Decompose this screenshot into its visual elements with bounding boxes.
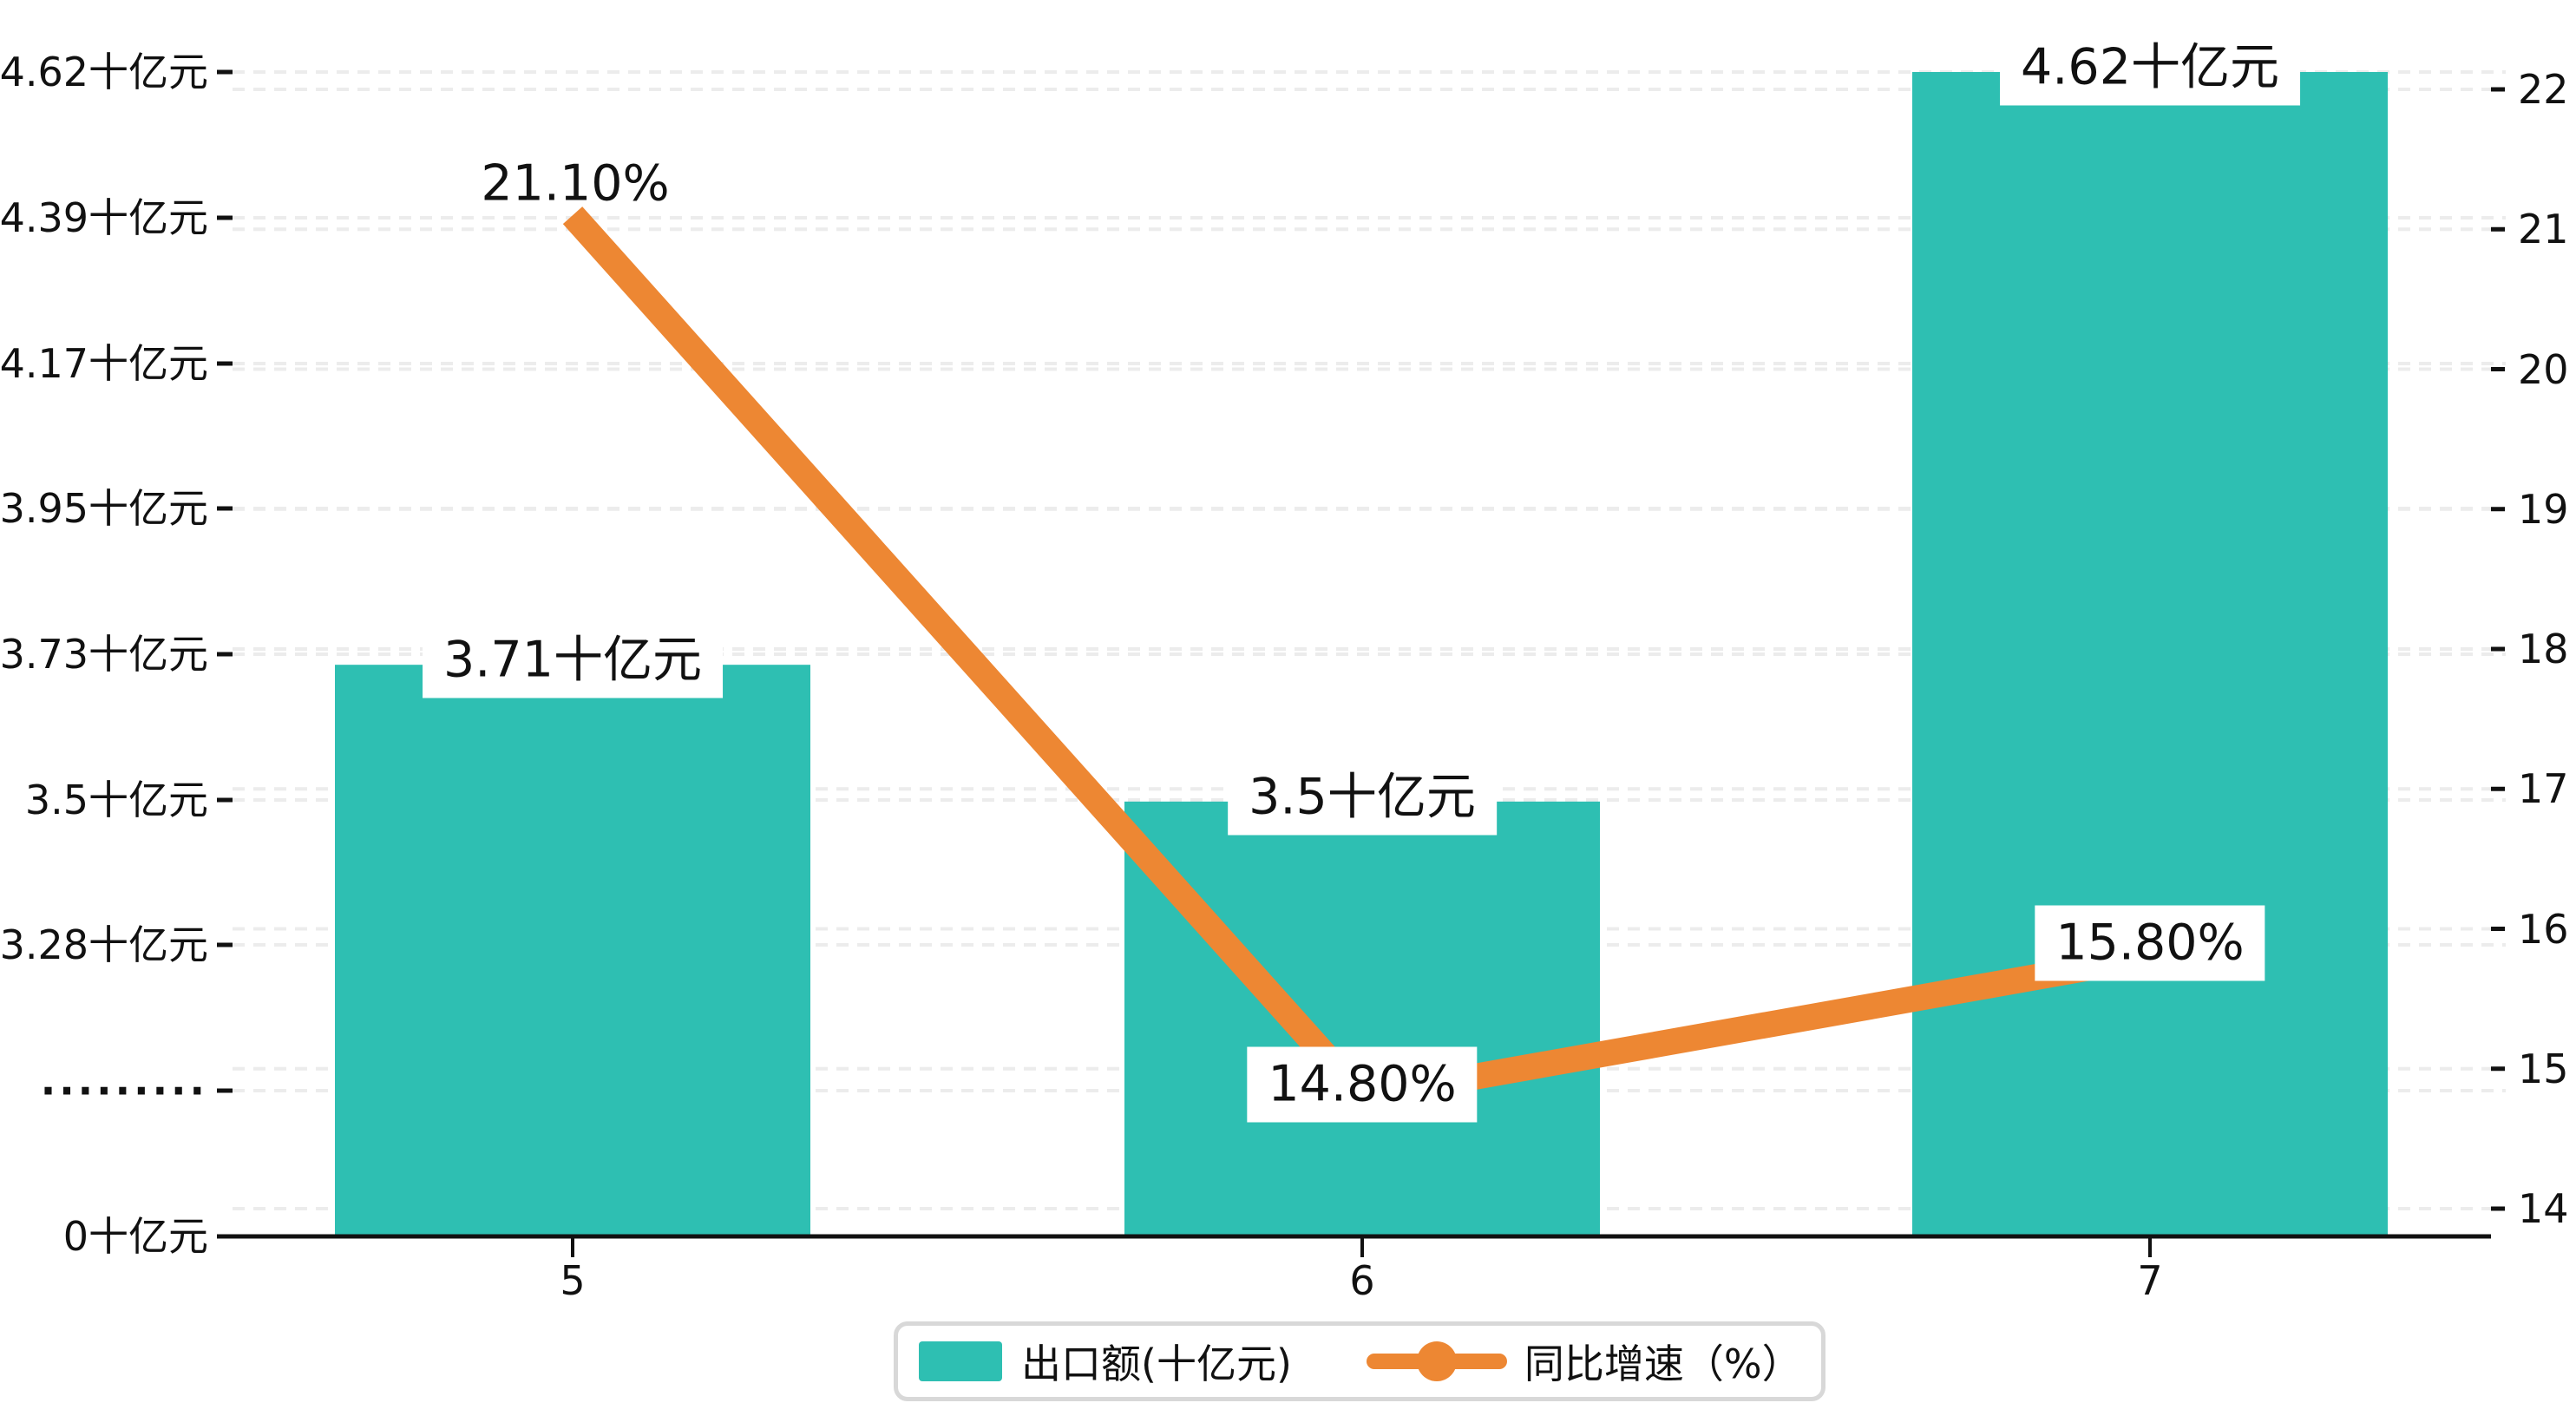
right-axis-label: 18 [2518, 626, 2569, 672]
x-axis-label: 7 [2137, 1257, 2163, 1304]
bar-series-swatch [919, 1341, 1002, 1381]
legend-label-export: 出口额(十亿元) [1021, 1341, 1292, 1387]
left-axis-label: 3.28十亿元 [0, 921, 208, 968]
legend-item-export[interactable]: 出口额(十亿元) [919, 1333, 1292, 1390]
legend-item-growth[interactable]: 同比增速（%） [1366, 1333, 1802, 1390]
x-axis-label: 6 [1349, 1257, 1375, 1304]
line-value-label: 21.10% [481, 154, 670, 213]
x-axis-label: 5 [560, 1257, 586, 1304]
bar-7[interactable] [1912, 71, 2388, 1237]
bar-6[interactable] [1124, 801, 1600, 1236]
right-axis-label: 17 [2518, 765, 2569, 813]
line-value-label: 15.80% [2035, 905, 2265, 981]
legend: 出口额(十亿元) 同比增速（%） [894, 1321, 1825, 1401]
legend-label-growth: 同比增速（%） [1524, 1341, 1802, 1387]
left-axis-label: 3.73十亿元 [0, 631, 208, 678]
line-value-label: 14.80% [1247, 1046, 1478, 1123]
bar-value-label: 3.5十亿元 [1228, 759, 1497, 836]
right-axis-label: 22 [2518, 66, 2569, 113]
line-series-swatch [1366, 1341, 1507, 1381]
left-axis-label: 3.95十亿元 [0, 485, 208, 532]
right-axis-label: 21 [2518, 206, 2569, 253]
right-axis-label: 14 [2518, 1185, 2569, 1232]
left-axis-label: 4.62十亿元 [0, 49, 208, 95]
right-axis-label: 15 [2518, 1045, 2569, 1092]
left-axis-label: 4.39十亿元 [0, 194, 208, 241]
bar-value-label: 3.71十亿元 [423, 622, 723, 698]
left-axis-label: ········· [40, 1067, 208, 1114]
bar-value-label: 4.62十亿元 [2000, 30, 2300, 106]
right-axis-label: 19 [2518, 485, 2569, 533]
line-swatch-dot-icon [1416, 1341, 1457, 1381]
left-axis-label: 3.5十亿元 [24, 777, 208, 823]
left-axis-label: 0十亿元 [62, 1213, 208, 1260]
right-axis-label: 16 [2518, 905, 2569, 953]
right-axis-label: 20 [2518, 345, 2569, 393]
left-axis-label: 4.17十亿元 [0, 340, 208, 387]
bar-5[interactable] [335, 665, 810, 1236]
